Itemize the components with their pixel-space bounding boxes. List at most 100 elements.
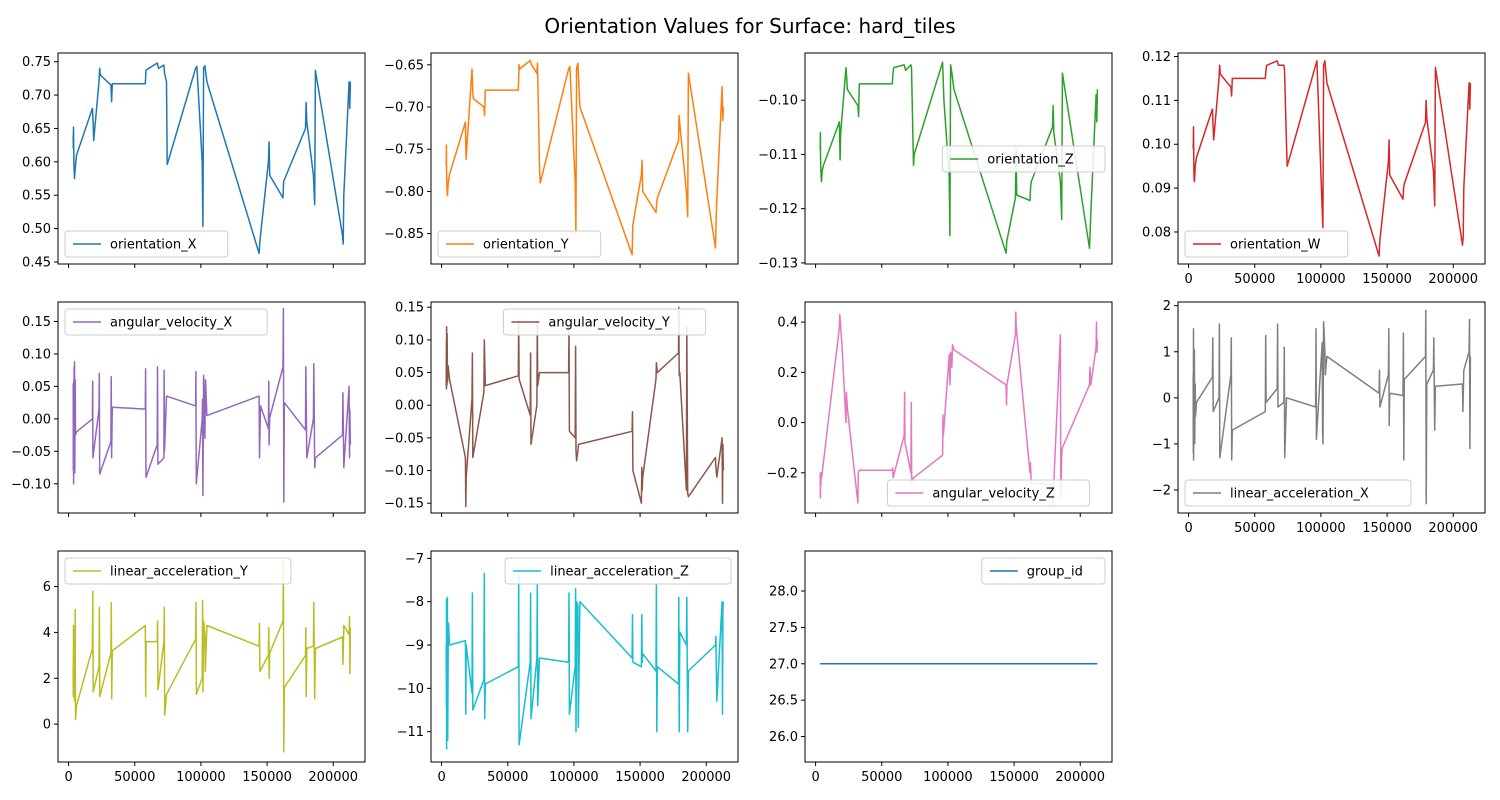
legend-label: orientation_W <box>1230 238 1321 253</box>
subplot-grid: 0.45 0.50 0.55 0.60 0.65 0.70 0.75 orientation_… <box>11 50 1486 785</box>
legend-label: orientation_X <box>110 238 197 253</box>
y-tick-label: 2 <box>43 672 51 687</box>
legend: linear_acceleration_Z <box>504 557 732 585</box>
x-tick-label: 100000 <box>1296 521 1346 536</box>
series-line-angular-velocity-Y <box>445 306 725 508</box>
legend-label: angular_velocity_X <box>110 316 232 331</box>
x-tick-label: 200000 <box>1428 521 1478 536</box>
x-tick-label: 50000 <box>1234 272 1275 287</box>
legend: linear_acceleration_X <box>1184 479 1412 507</box>
x-tick-label: 50000 <box>114 770 155 785</box>
y-tick-label: −0.2 <box>766 466 798 481</box>
legend-label: group_id <box>1027 565 1083 580</box>
axes-frame <box>57 52 366 265</box>
legend-label: linear_acceleration_Y <box>110 565 248 580</box>
x-tick-label: 150000 <box>1362 521 1412 536</box>
y-tick-label: 0.0 <box>777 416 798 431</box>
legend: angular_velocity_Z <box>886 479 1091 507</box>
legend-label: linear_acceleration_X <box>1230 487 1369 502</box>
axes-frame <box>1177 301 1486 514</box>
axes-frame <box>430 52 739 265</box>
axes-frame <box>804 301 1113 514</box>
axes-frame <box>57 301 366 514</box>
legend-label: angular_velocity_Y <box>548 316 669 331</box>
legend-label: linear_acceleration_Z <box>550 565 689 580</box>
legend: angular_velocity_Y <box>502 308 707 336</box>
y-tick-label: −9 <box>405 639 424 654</box>
y-tick-label: −7 <box>405 552 424 567</box>
axes-frame <box>1177 52 1486 265</box>
y-tick-label: 0.00 <box>22 412 51 427</box>
y-tick-label: 0.10 <box>1142 138 1171 153</box>
y-tick-label: −0.70 <box>384 101 424 116</box>
y-tick-label: −0.05 <box>384 431 424 446</box>
x-tick-label: 100000 <box>176 770 226 785</box>
series-line-linear-acceleration-Y <box>72 560 352 753</box>
y-tick-label: −0.80 <box>384 185 424 200</box>
legend-label: angular_velocity_Z <box>932 487 1054 502</box>
axes-frame <box>430 550 739 763</box>
legend: orientation_X <box>64 230 229 258</box>
axes-frame <box>430 301 739 514</box>
legend: angular_velocity_X <box>64 308 268 336</box>
y-tick-label: −0.13 <box>758 256 798 271</box>
y-tick-label: 6 <box>43 580 51 595</box>
y-tick-label: 0.15 <box>22 315 51 330</box>
subplot-angular-velocity-Y: −0.15 −0.10 −0.05 0.00 0.05 0.10 0.15 angular_v… <box>384 301 739 517</box>
y-tick-label: 0.05 <box>395 366 424 381</box>
y-tick-label: 0.10 <box>395 333 424 348</box>
series-line-orientation-Y <box>445 59 725 256</box>
x-tick-label: 0 <box>1184 272 1192 287</box>
y-tick-label: −0.15 <box>384 497 424 512</box>
legend: orientation_Y <box>437 230 602 258</box>
series-line-orientation-W <box>1192 60 1472 257</box>
y-tick-label: 4 <box>43 626 51 641</box>
legend-box <box>64 557 292 585</box>
series-line-orientation-X <box>72 62 352 255</box>
y-tick-label: −10 <box>397 682 424 697</box>
y-tick-label: −0.05 <box>11 445 51 460</box>
y-tick-label: 27.5 <box>769 621 798 636</box>
subplot-orientation-X: 0.45 0.50 0.55 0.60 0.65 0.70 0.75 orientation_… <box>22 52 366 270</box>
x-tick-label: 0 <box>811 770 819 785</box>
legend-box <box>1184 479 1412 507</box>
legend: group_id <box>981 557 1106 585</box>
legend: orientation_Z <box>941 145 1106 173</box>
x-tick-label: 100000 <box>923 770 973 785</box>
axes-frame <box>804 52 1113 265</box>
y-tick-label: −8 <box>405 595 424 610</box>
y-tick-label: 0 <box>43 718 51 733</box>
series-line-linear-acceleration-X <box>1192 309 1472 505</box>
x-tick-label: 150000 <box>242 770 292 785</box>
y-tick-label: 1 <box>1163 345 1171 360</box>
y-tick-label: 26.0 <box>769 730 798 745</box>
x-tick-label: 150000 <box>615 770 665 785</box>
y-tick-label: 0.65 <box>22 122 51 137</box>
y-tick-label: 27.0 <box>769 657 798 672</box>
y-tick-label: −0.12 <box>758 202 798 217</box>
y-tick-label: 0.75 <box>22 55 51 70</box>
y-tick-label: 26.5 <box>769 694 798 709</box>
axes-frame <box>804 550 1113 763</box>
x-tick-label: 150000 <box>989 770 1039 785</box>
legend-box <box>64 230 229 258</box>
x-tick-label: 200000 <box>681 770 731 785</box>
legend-box <box>502 308 707 336</box>
x-tick-label: 0 <box>64 770 72 785</box>
x-tick-label: 100000 <box>549 770 599 785</box>
series-line-linear-acceleration-Z <box>445 572 725 750</box>
series-line-angular-velocity-X <box>72 307 352 503</box>
axes-frame <box>57 550 366 763</box>
series-line-angular-velocity-Z <box>819 311 1099 507</box>
legend-box <box>886 479 1091 507</box>
subplot-angular-velocity-X: −0.10 −0.05 0.00 0.05 0.10 0.15 angular_veloci… <box>11 301 366 517</box>
y-tick-label: −0.85 <box>384 227 424 242</box>
y-tick-label: −0.65 <box>384 58 424 73</box>
y-tick-label: 0.2 <box>777 366 798 381</box>
x-tick-label: 200000 <box>308 770 358 785</box>
legend-box <box>64 308 268 336</box>
subplot-linear-acceleration-Z: −11 −10 −9 −8 −7 0 50000 100000 150000 200000 line… <box>397 550 739 785</box>
legend-box <box>437 230 602 258</box>
figure-title: Orientation Values for Surface: hard_til… <box>544 14 955 38</box>
